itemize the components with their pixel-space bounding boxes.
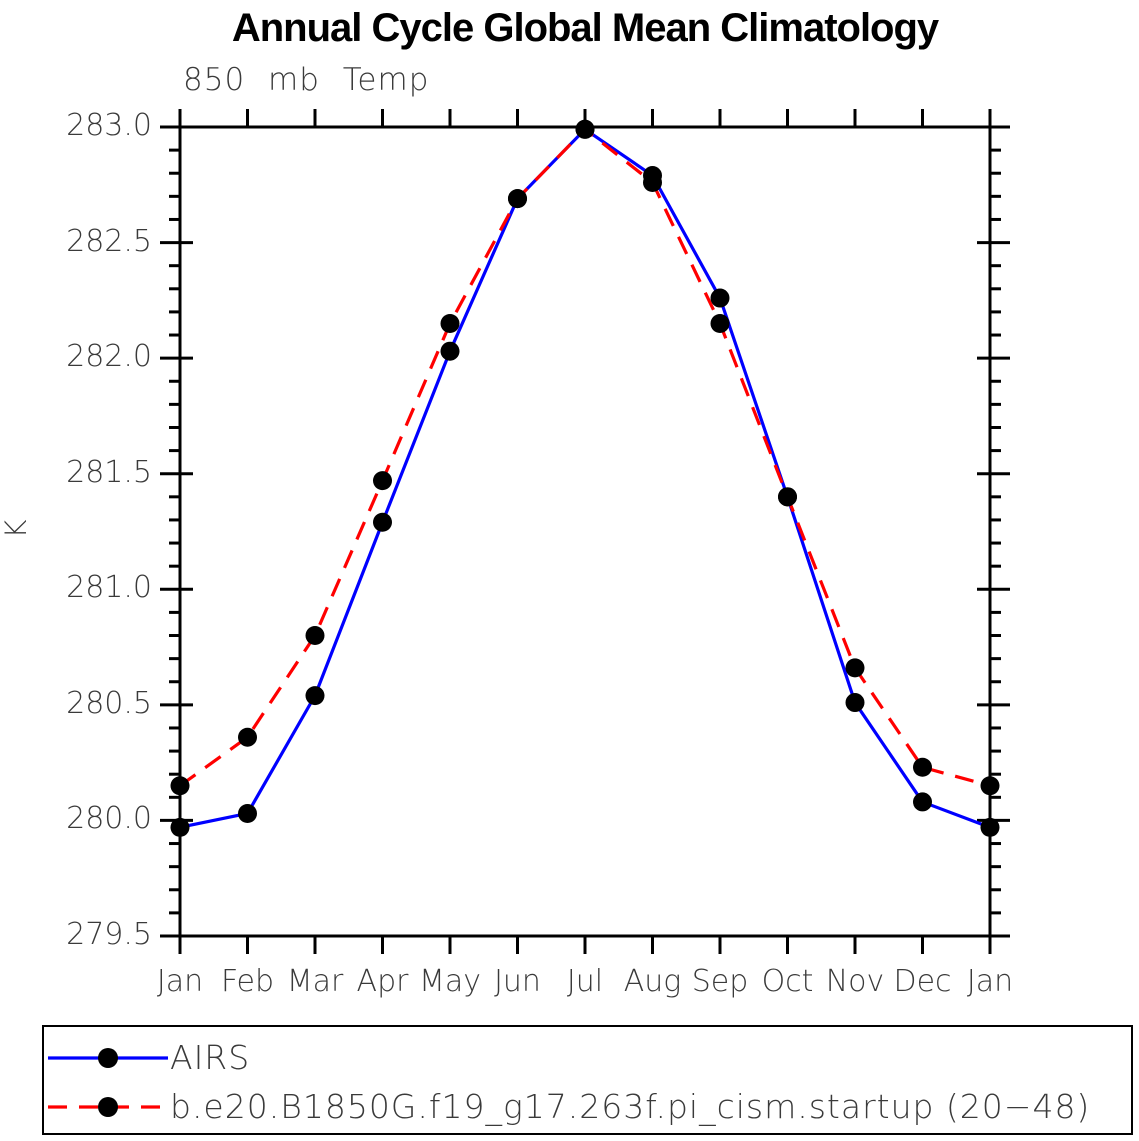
data-point-marker <box>913 792 932 812</box>
data-point-marker <box>305 686 325 706</box>
data-point-marker <box>778 487 797 507</box>
y-tick-label: 281.5 <box>66 454 152 490</box>
x-tick-label: Aug <box>623 964 682 999</box>
data-point-marker <box>170 776 190 796</box>
x-tick-label: Oct <box>761 964 814 999</box>
legend-item-airs: AIRS <box>44 1038 251 1077</box>
chart-subtitle: 850 mb Temp <box>183 62 430 98</box>
data-point-marker <box>913 757 932 777</box>
y-tick-label: 282.0 <box>66 339 152 375</box>
x-tick-label: Sep <box>691 964 749 999</box>
x-tick-label: Jan <box>966 964 1014 999</box>
x-tick-label: May <box>418 964 482 999</box>
x-tick-label: Dec <box>893 964 952 999</box>
data-point-marker <box>575 119 595 139</box>
x-tick-label: Jul <box>566 964 604 999</box>
data-point-marker <box>980 817 1000 837</box>
data-point-marker <box>508 189 527 209</box>
data-point-marker <box>373 471 392 491</box>
airs-line-sample-icon <box>48 1048 168 1068</box>
y-tick-label: 279.5 <box>66 917 152 952</box>
data-point-marker <box>710 288 730 308</box>
x-tick-label: Apr <box>356 964 409 999</box>
plot-area <box>160 109 1010 954</box>
data-point-marker <box>440 341 460 361</box>
x-tick-label: Jun <box>494 964 541 999</box>
y-tick-label: 280.0 <box>66 801 152 837</box>
data-point-marker <box>170 817 190 837</box>
y-tick-label: 282.5 <box>66 223 152 259</box>
x-tick-label: Nov <box>825 964 885 999</box>
data-point-marker <box>305 626 325 646</box>
data-point-marker <box>238 727 257 747</box>
data-point-marker <box>845 658 865 678</box>
y-tick-label: 280.5 <box>66 685 152 721</box>
y-tick-label: 281.0 <box>66 570 152 606</box>
data-point-marker <box>238 803 257 823</box>
chart-title: Annual Cycle Global Mean Climatology <box>231 6 939 50</box>
data-point-marker <box>373 512 392 532</box>
legend-label-airs: AIRS <box>170 1038 251 1077</box>
model-line <box>179 127 991 788</box>
legend-marker-dot <box>98 1097 118 1117</box>
data-point-marker <box>980 776 1000 796</box>
data-point-marker <box>643 172 662 192</box>
data-point-marker <box>845 693 865 713</box>
model-line-sample-icon <box>48 1097 168 1117</box>
plot-frame <box>178 125 992 938</box>
x-tick-label: Feb <box>220 964 275 999</box>
x-tick-label: Mar <box>286 964 344 999</box>
airs-line <box>179 127 991 829</box>
legend: AIRS b.e20.B1850G.f19_g17.263f.pi_cism.s… <box>42 1025 1133 1135</box>
x-tick-label: Jan <box>156 964 204 999</box>
data-point-marker <box>440 313 460 333</box>
y-tick-label: 283.0 <box>66 108 152 143</box>
legend-label-model: b.e20.B1850G.f19_g17.263f.pi_cism.startu… <box>170 1087 1091 1126</box>
legend-item-model: b.e20.B1850G.f19_g17.263f.pi_cism.startu… <box>44 1087 1091 1126</box>
legend-marker-dot <box>98 1048 118 1068</box>
data-point-marker <box>710 313 730 333</box>
